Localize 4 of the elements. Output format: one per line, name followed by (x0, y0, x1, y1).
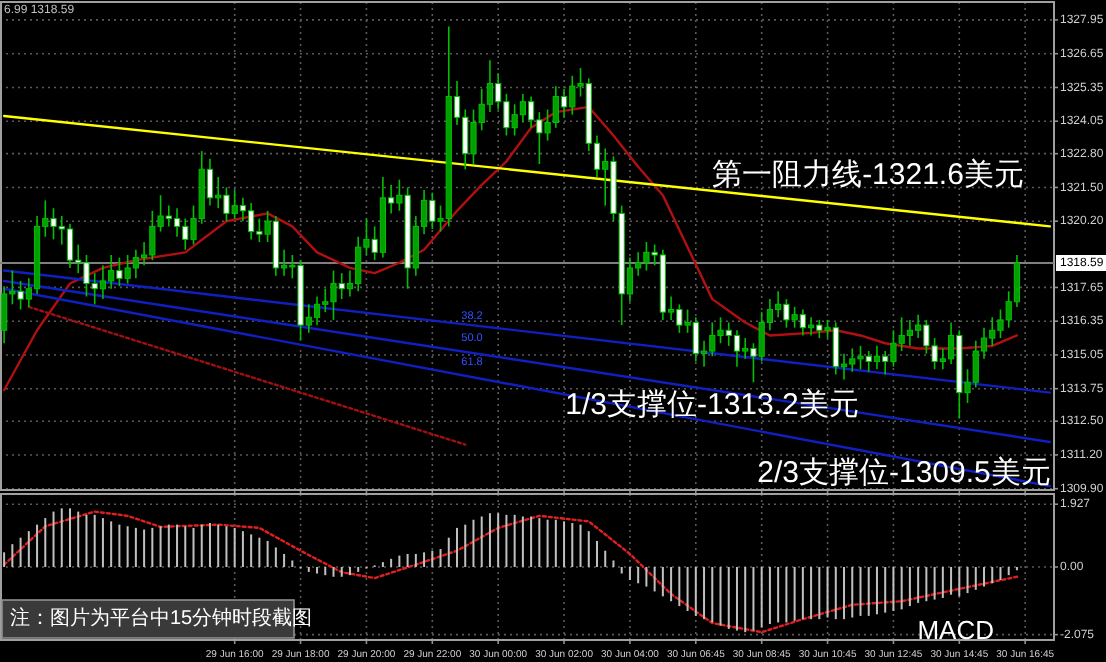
annotation: MACD (917, 614, 994, 645)
note: 注：图片为平台中15分钟时段截图 (1, 599, 313, 639)
annotation: 注：图片为平台中15分钟时段截图 (10, 606, 313, 631)
annotation: 第一阻力线-1321.6美元 (712, 157, 1024, 192)
